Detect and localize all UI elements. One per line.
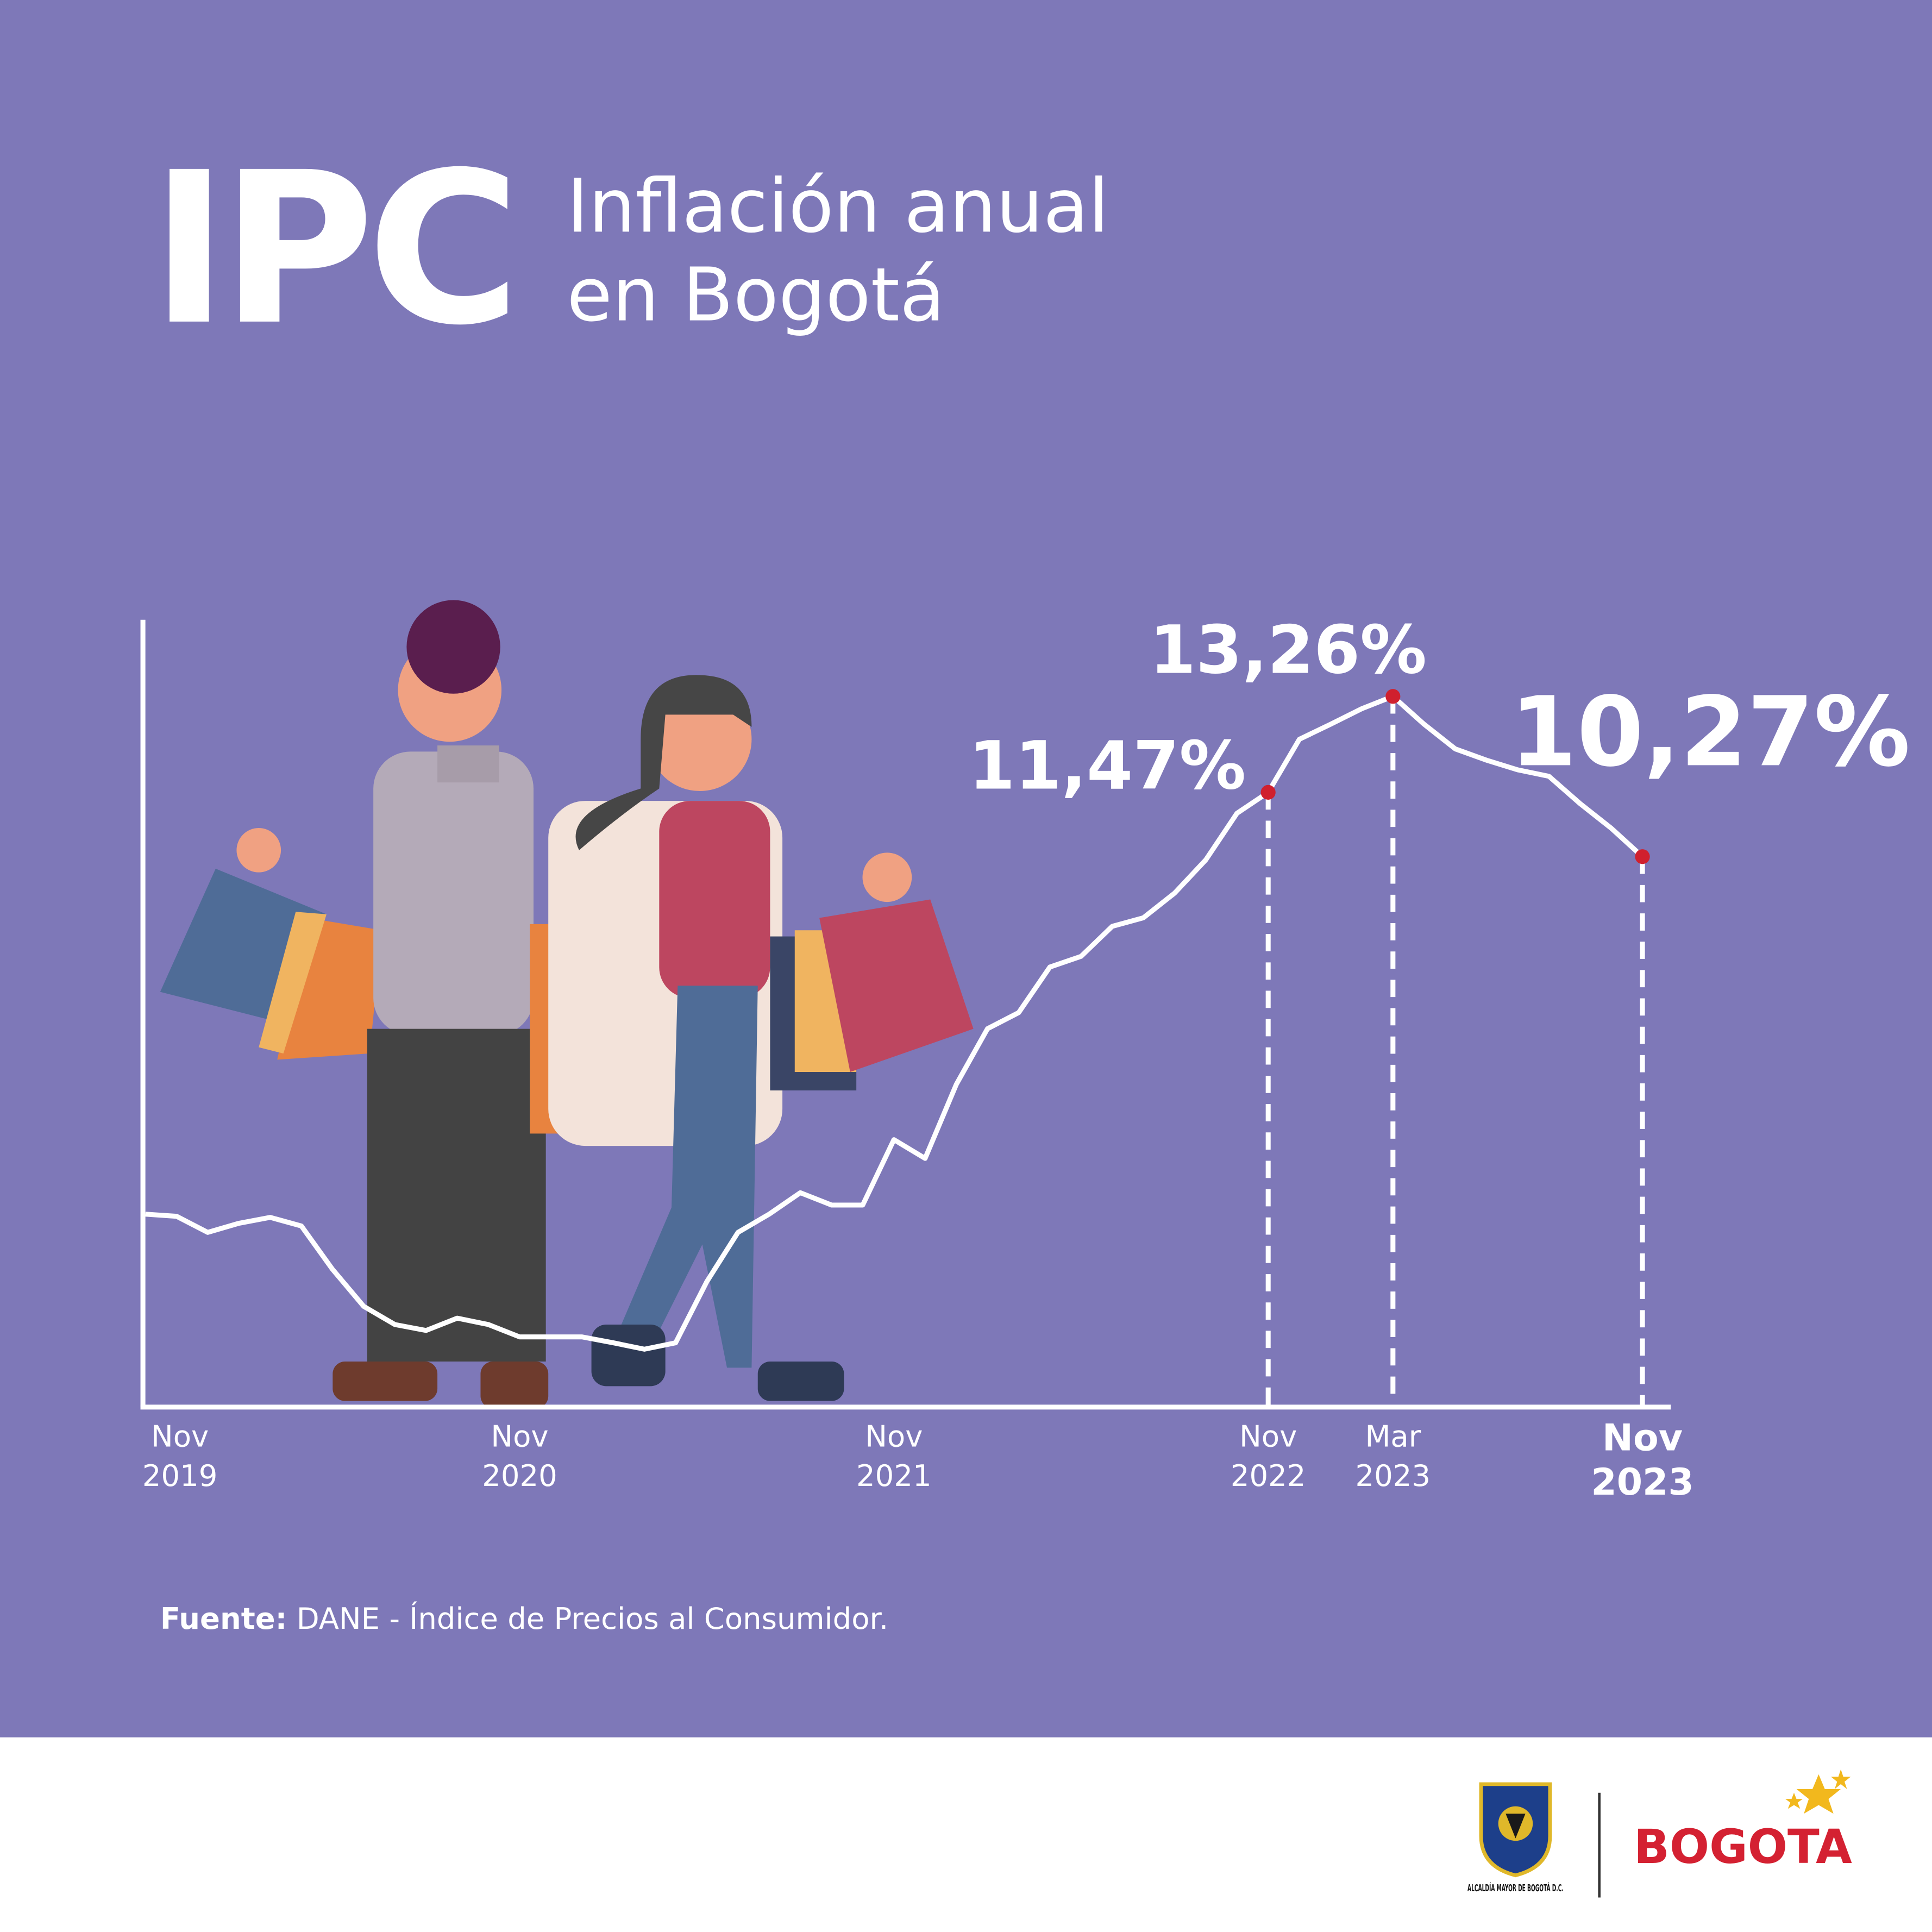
data-label: 11,47%: [969, 727, 1246, 805]
x-tick-label: Mar 2023: [1355, 1419, 1431, 1494]
chart-title: IPC: [150, 128, 521, 372]
chart-subtitle: Inflación anual en Bogotá: [567, 164, 1109, 339]
data-label: 10,27%: [1510, 678, 1911, 789]
marker: [1385, 689, 1401, 704]
marker: [1260, 785, 1276, 800]
source-label: Fuente:: [160, 1602, 287, 1636]
x-tick-label: Nov 2019: [142, 1419, 218, 1494]
x-tick-label: Nov 2023: [1591, 1417, 1694, 1505]
marker: [1635, 849, 1650, 864]
x-tick-label: Nov 2022: [1230, 1419, 1306, 1494]
logo-shield: [1479, 1769, 1851, 1898]
logo-left-text: ALCALDÍA MAYOR DE BOGOTÁ D.C.: [1467, 1882, 1564, 1894]
x-tick-label: Nov 2020: [482, 1419, 557, 1494]
data-label: 13,26%: [1149, 611, 1427, 689]
footer-band: [0, 1737, 1932, 1932]
x-tick-label: Nov 2021: [856, 1419, 932, 1494]
illustration: [160, 600, 974, 1409]
logo-right-text: BOGOTA: [1634, 1820, 1852, 1874]
source-text: DANE - Índice de Precios al Consumidor.: [296, 1602, 889, 1636]
source: Fuente: DANE - Índice de Precios al Cons…: [160, 1602, 888, 1636]
